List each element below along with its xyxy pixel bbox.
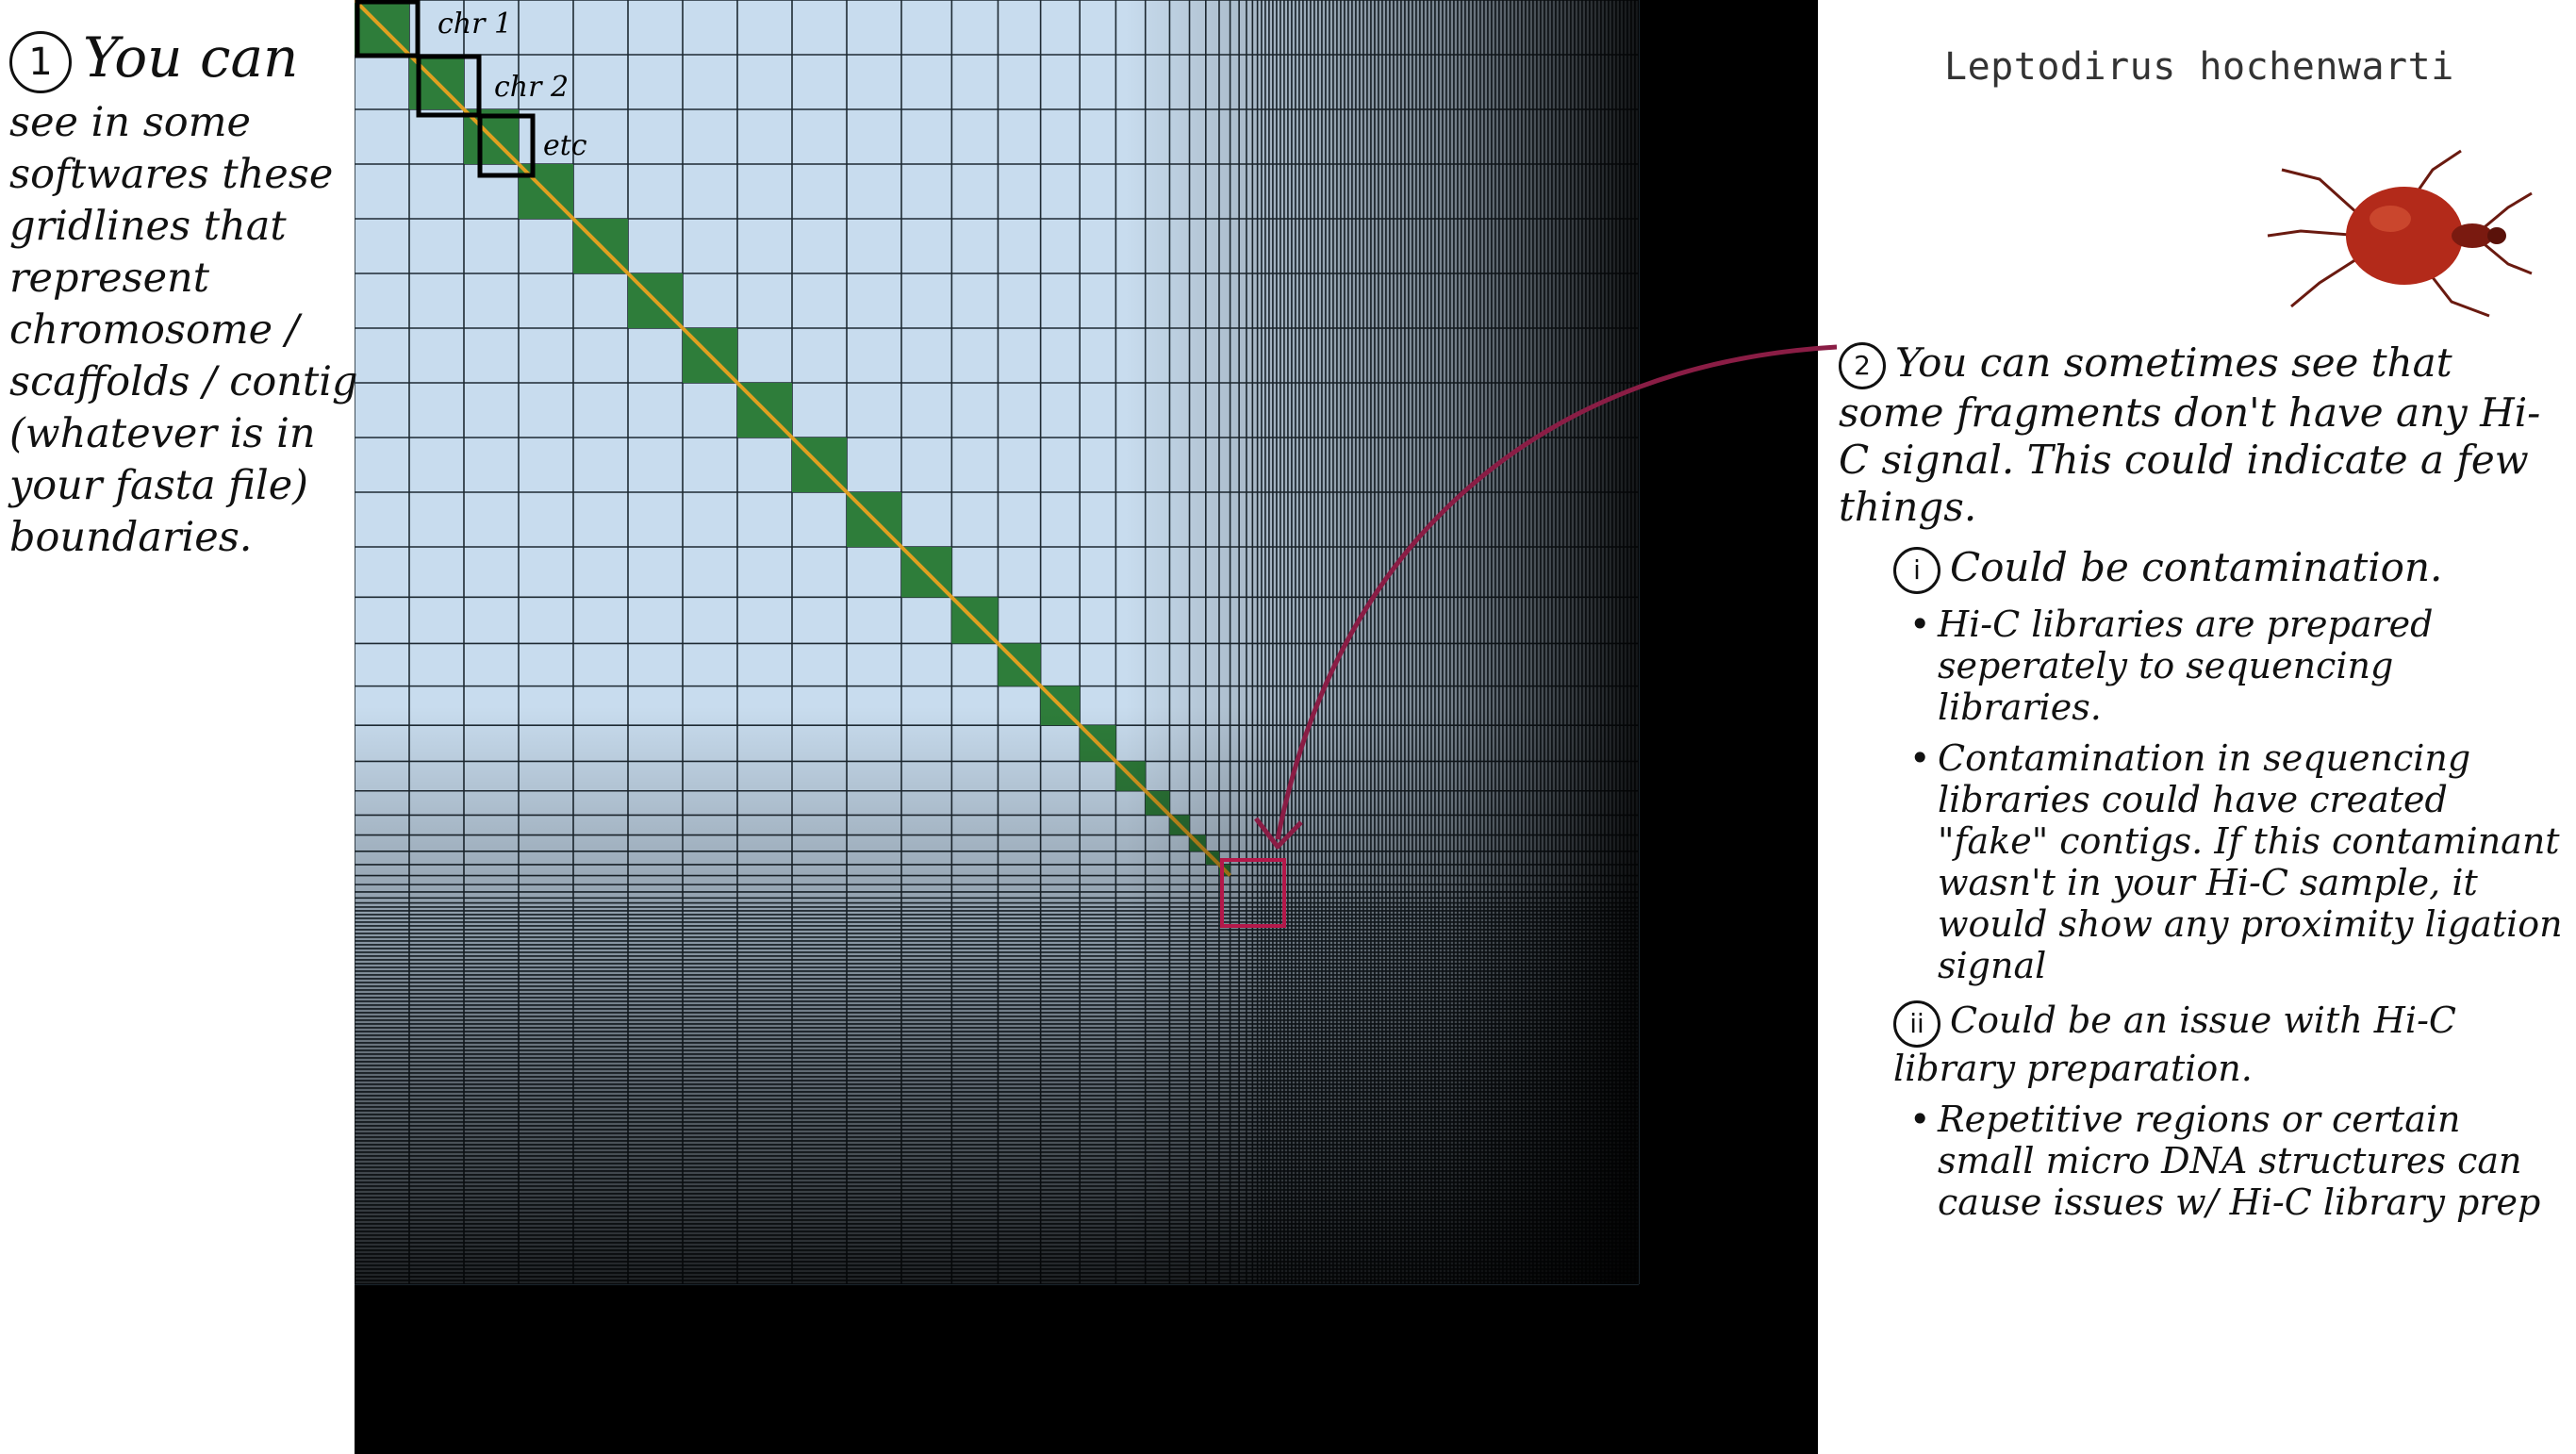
note-1-body: see in some softwares these gridlines th… [9, 98, 358, 561]
chr1-outline [355, 0, 421, 58]
reason-2-number: ii [1893, 1000, 1940, 1048]
chr2-label: chr 2 [494, 71, 569, 104]
reason-1-number: i [1893, 547, 1940, 594]
no-signal-highlight-box [1220, 858, 1286, 928]
reason-1-bullet-2: Contamination in sequencing libraries co… [1909, 737, 2565, 986]
reason-1-title: Could be contamination. [1950, 544, 2443, 590]
note-2-number: 2 [1839, 342, 1886, 389]
map-fade-horizontal [355, 0, 1639, 1284]
chr2-outline [416, 54, 482, 118]
note-1-number: 1 [9, 30, 72, 93]
chr3-outline [477, 113, 536, 178]
chr1-label: chr 1 [438, 8, 512, 41]
etc-label: etc [543, 129, 587, 162]
annotation-note-1: 1 You can see in some softwares these gri… [9, 26, 360, 564]
reason-2-title: Could be an issue with Hi-C library prep… [1893, 1000, 2456, 1089]
reason-2-bullet-1: Repetitive regions or certain small micr… [1909, 1099, 2565, 1223]
annotation-note-2: 2 You can sometimes see that some fragmen… [1839, 339, 2565, 1223]
note-2-intro: You can sometimes see that some fragment… [1839, 339, 2541, 530]
beetle-image [2267, 149, 2533, 318]
hic-contact-map: chr 1 chr 2 etc [355, 0, 1818, 1454]
contact-map-canvas: chr 1 chr 2 etc [355, 0, 1818, 1454]
callout-arrow [1275, 344, 1838, 840]
callout-arrowhead [1254, 817, 1303, 850]
reason-1-bullet-1: Hi-C libraries are prepared seperately t… [1909, 603, 2565, 728]
note-1-title: You can [83, 25, 299, 90]
species-name: Leptodirus hochenwarti [1944, 45, 2454, 89]
